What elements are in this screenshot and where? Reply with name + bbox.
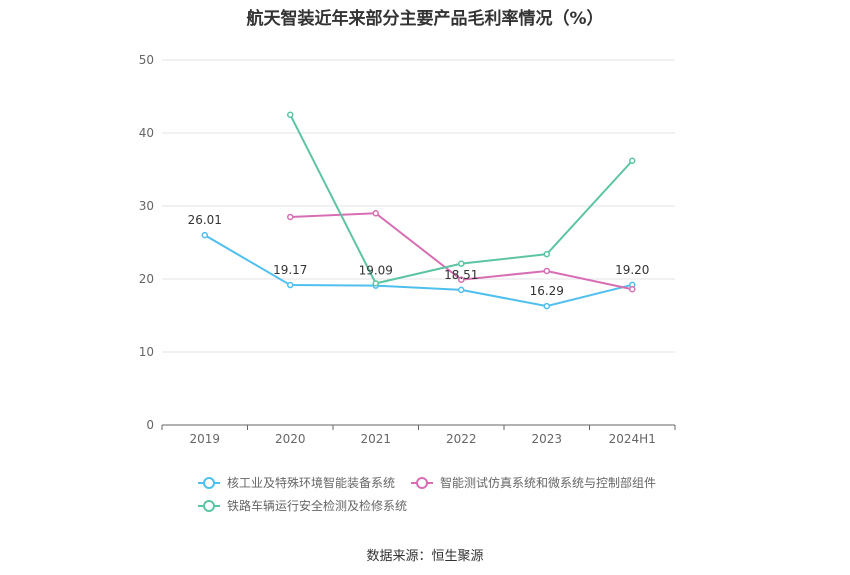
data-point (458, 286, 465, 294)
data-point (287, 213, 294, 221)
data-point (201, 231, 208, 239)
data-point (287, 281, 294, 289)
data-point (458, 276, 465, 283)
x-tick-label: 2021 (360, 432, 391, 446)
y-tick-label: 20 (139, 272, 154, 286)
data-point (543, 250, 550, 258)
series-line-1 (204, 234, 633, 308)
legend-item-2: 智能测试仿真系统和微系统与控制部组件 (411, 475, 656, 490)
x-tick-label: 2019 (189, 432, 220, 446)
data-label: 19.09 (359, 264, 393, 278)
data-point (543, 267, 550, 275)
legend-label: 铁路车辆运行安全检测及检修系统 (227, 498, 407, 513)
data-point (629, 285, 636, 293)
data-point (458, 260, 465, 267)
x-tick-label: 2024H1 (609, 432, 656, 446)
series-line-3 (289, 114, 633, 285)
axes: 0 10 20 30 40 50 2019 2020 2021 2022 2023 2024H1 (139, 53, 676, 446)
data-label: 19.17 (273, 263, 307, 277)
legend: 核工业及特殊环境智能装备系统 智能测试仿真系统和微系统与控制部组件铁路车辆运行安全… (198, 475, 656, 513)
data-label: 26.01 (188, 213, 222, 227)
y-tick-label: 0 (146, 418, 154, 432)
chart-title: 航天智装近年来部分主要产品毛利率情况（%） (246, 9, 604, 29)
grid-lines (162, 59, 675, 353)
y-tick-label: 30 (139, 199, 154, 213)
data-labels: 26.01 19.17 19.09 18.51 16.29 19.20 (188, 213, 650, 298)
data-point (372, 210, 379, 217)
legend-item-3: 铁路车辆运行安全检测及检修系统 (198, 498, 407, 513)
y-tick-label: 10 (139, 345, 154, 359)
x-tick-label: 2020 (275, 432, 306, 446)
legend-marker-icon (203, 477, 215, 489)
legend-label: 智能测试仿真系统和微系统与控制部组件 (440, 475, 656, 490)
x-tick-label: 2022 (446, 432, 477, 446)
data-point (629, 157, 636, 164)
data-label: 18.51 (444, 268, 478, 282)
data-point (287, 111, 294, 118)
series-lines (201, 111, 636, 310)
source-note: 数据来源：恒生聚源 (366, 549, 484, 564)
legend-marker-icon (203, 500, 215, 512)
data-label: 16.29 (530, 284, 564, 298)
data-point (543, 302, 550, 310)
legend-label: 核工业及特殊环境智能装备系统 (227, 475, 395, 490)
legend-marker-icon (416, 477, 428, 489)
y-tick-label: 40 (139, 126, 154, 140)
legend-item-1: 核工业及特殊环境智能装备系统 (198, 475, 395, 490)
data-point (372, 280, 379, 287)
data-label: 19.20 (615, 263, 649, 277)
x-tick-label: 2023 (531, 432, 562, 446)
y-tick-label: 50 (139, 53, 154, 67)
